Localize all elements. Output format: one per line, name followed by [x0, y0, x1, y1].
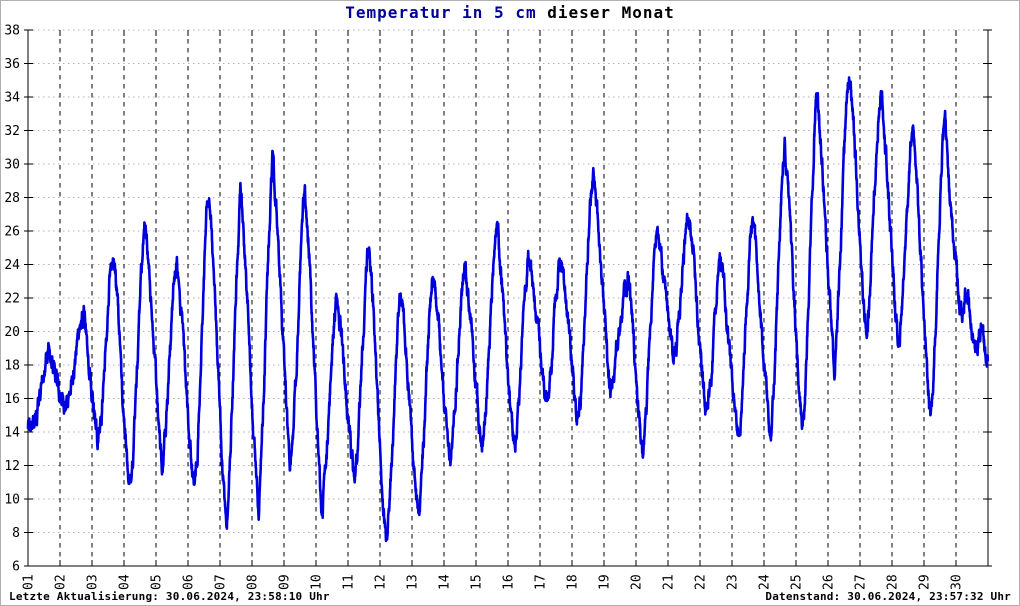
x-tick-label: 07	[214, 574, 229, 590]
y-tick-label: 22	[4, 292, 20, 307]
x-tick-label: 21	[662, 574, 677, 590]
x-tick-label: 24	[758, 574, 773, 590]
y-tick-label: 38	[4, 24, 20, 39]
x-tick-label: 25	[790, 574, 805, 590]
x-tick-label: 14	[438, 574, 453, 590]
y-tick-label: 30	[4, 158, 20, 173]
x-tick-label: 30	[950, 574, 965, 590]
y-tick-label: 14	[4, 426, 20, 441]
y-tick-label: 36	[4, 57, 20, 72]
y-tick-label: 24	[4, 258, 20, 273]
chart-title-secondary: dieser Monat	[536, 3, 675, 22]
x-tick-label: 10	[310, 574, 325, 590]
y-tick-label: 10	[4, 493, 20, 508]
x-tick-label: 12	[374, 574, 389, 590]
x-tick-label: 02	[54, 574, 69, 590]
data-status-text: Datenstand: 30.06.2024, 23:57:32 Uhr	[765, 590, 1011, 603]
x-tick-label: 17	[534, 574, 549, 590]
x-tick-label: 11	[342, 574, 357, 590]
last-update-text: Letzte Aktualisierung: 30.06.2024, 23:58…	[9, 590, 330, 603]
x-tick-label: 04	[118, 574, 133, 590]
y-tick-label: 12	[4, 459, 20, 474]
y-tick-label: 18	[4, 359, 20, 374]
x-tick-label: 18	[566, 574, 581, 590]
y-tick-label: 32	[4, 124, 20, 139]
y-tick-label: 8	[12, 526, 20, 541]
y-tick-label: 6	[12, 560, 20, 575]
x-tick-label: 16	[502, 574, 517, 590]
chart-title: Temperatur in 5 cm dieser Monat	[1, 3, 1019, 22]
x-tick-label: 01	[22, 574, 37, 590]
temperature-series	[26, 76, 990, 543]
x-tick-label: 06	[182, 574, 197, 590]
x-tick-label: 29	[918, 574, 933, 590]
y-tick-label: 16	[4, 392, 20, 407]
chart-title-primary: Temperatur in 5 cm	[345, 3, 537, 22]
y-tick-label: 28	[4, 191, 20, 206]
x-tick-label: 26	[822, 574, 837, 590]
x-tick-label: 13	[406, 574, 421, 590]
x-tick-label: 20	[630, 574, 645, 590]
x-tick-label: 09	[278, 574, 293, 590]
x-tick-label: 08	[246, 574, 261, 590]
y-tick-label: 34	[4, 91, 20, 106]
y-tick-label: 26	[4, 225, 20, 240]
x-tick-label: 23	[726, 574, 741, 590]
x-tick-label: 22	[694, 574, 709, 590]
x-tick-label: 27	[854, 574, 869, 590]
x-tick-label: 05	[150, 574, 165, 590]
x-tick-label: 28	[886, 574, 901, 590]
y-tick-label: 20	[4, 325, 20, 340]
x-tick-label: 03	[86, 574, 101, 590]
x-tick-label: 19	[598, 574, 613, 590]
x-tick-label: 15	[470, 574, 485, 590]
